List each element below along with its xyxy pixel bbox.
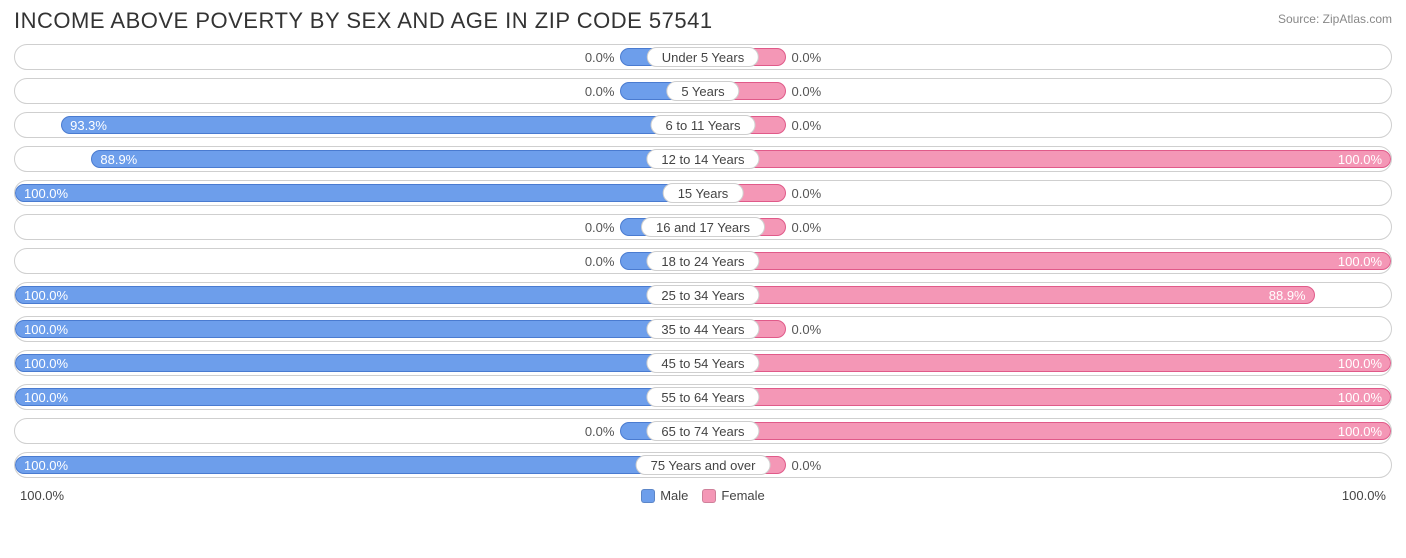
male-value-label: 0.0% (585, 419, 615, 443)
axis-right-label: 100.0% (1342, 488, 1386, 503)
male-value-label: 100.0% (24, 356, 68, 371)
male-bar: 100.0% (15, 320, 703, 338)
chart-row: 100.0% 100.0% 45 to 54 Years (14, 350, 1392, 376)
chart-row: 0.0% 0.0% Under 5 Years (14, 44, 1392, 70)
chart-row: 0.0% 100.0% 65 to 74 Years (14, 418, 1392, 444)
male-value-label: 0.0% (585, 79, 615, 103)
female-value-label: 100.0% (1338, 356, 1382, 371)
male-bar: 100.0% (15, 456, 703, 474)
male-value-label: 0.0% (585, 215, 615, 239)
category-label: 15 Years (663, 183, 744, 203)
chart-row: 93.3% 0.0% 6 to 11 Years (14, 112, 1392, 138)
female-value-label: 0.0% (792, 79, 822, 103)
female-value-label: 0.0% (792, 45, 822, 69)
female-bar: 88.9% (703, 286, 1315, 304)
chart-row: 100.0% 0.0% 75 Years and over (14, 452, 1392, 478)
female-value-label: 0.0% (792, 317, 822, 341)
chart-footer: 100.0% Male Female 100.0% (14, 486, 1392, 503)
male-bar: 100.0% (15, 388, 703, 406)
category-label: 5 Years (666, 81, 739, 101)
female-value-label: 0.0% (792, 113, 822, 137)
female-value-label: 100.0% (1338, 152, 1382, 167)
category-label: 55 to 64 Years (646, 387, 759, 407)
male-value-label: 93.3% (70, 118, 107, 133)
category-label: 12 to 14 Years (646, 149, 759, 169)
male-bar: 100.0% (15, 286, 703, 304)
male-value-label: 100.0% (24, 322, 68, 337)
category-label: 65 to 74 Years (646, 421, 759, 441)
female-bar: 100.0% (703, 388, 1391, 406)
category-label: 25 to 34 Years (646, 285, 759, 305)
female-bar: 100.0% (703, 422, 1391, 440)
male-value-label: 100.0% (24, 288, 68, 303)
male-value-label: 0.0% (585, 249, 615, 273)
male-bar: 88.9% (91, 150, 703, 168)
chart-row: 100.0% 88.9% 25 to 34 Years (14, 282, 1392, 308)
male-value-label: 100.0% (24, 186, 68, 201)
female-swatch-icon (702, 489, 716, 503)
female-bar: 100.0% (703, 354, 1391, 372)
female-bar: 100.0% (703, 150, 1391, 168)
female-value-label: 0.0% (792, 215, 822, 239)
legend-male-label: Male (660, 488, 688, 503)
female-value-label: 100.0% (1338, 390, 1382, 405)
category-label: 35 to 44 Years (646, 319, 759, 339)
female-bar: 100.0% (703, 252, 1391, 270)
category-label: 75 Years and over (636, 455, 771, 475)
male-swatch-icon (641, 489, 655, 503)
category-label: Under 5 Years (647, 47, 759, 67)
male-bar: 93.3% (61, 116, 703, 134)
chart-row: 0.0% 0.0% 16 and 17 Years (14, 214, 1392, 240)
male-bar: 100.0% (15, 354, 703, 372)
male-value-label: 100.0% (24, 390, 68, 405)
chart-row: 88.9% 100.0% 12 to 14 Years (14, 146, 1392, 172)
chart-row: 0.0% 0.0% 5 Years (14, 78, 1392, 104)
female-value-label: 88.9% (1269, 288, 1306, 303)
legend-item-female: Female (702, 488, 764, 503)
legend: Male Female (641, 488, 765, 503)
female-value-label: 0.0% (792, 453, 822, 477)
female-value-label: 0.0% (792, 181, 822, 205)
category-label: 18 to 24 Years (646, 251, 759, 271)
female-value-label: 100.0% (1338, 424, 1382, 439)
diverging-bar-chart: 0.0% 0.0% Under 5 Years 0.0% 0.0% 5 Years 93.3… (14, 44, 1392, 478)
chart-row: 100.0% 0.0% 15 Years (14, 180, 1392, 206)
chart-title: INCOME ABOVE POVERTY BY SEX AND AGE IN Z… (14, 8, 713, 34)
male-value-label: 88.9% (100, 152, 137, 167)
male-bar: 100.0% (15, 184, 703, 202)
chart-row: 0.0% 100.0% 18 to 24 Years (14, 248, 1392, 274)
legend-item-male: Male (641, 488, 688, 503)
chart-header: INCOME ABOVE POVERTY BY SEX AND AGE IN Z… (14, 8, 1392, 34)
male-value-label: 100.0% (24, 458, 68, 473)
chart-row: 100.0% 100.0% 55 to 64 Years (14, 384, 1392, 410)
male-value-label: 0.0% (585, 45, 615, 69)
legend-female-label: Female (721, 488, 764, 503)
chart-row: 100.0% 0.0% 35 to 44 Years (14, 316, 1392, 342)
axis-left-label: 100.0% (20, 488, 64, 503)
category-label: 45 to 54 Years (646, 353, 759, 373)
category-label: 6 to 11 Years (651, 115, 756, 135)
female-value-label: 100.0% (1338, 254, 1382, 269)
category-label: 16 and 17 Years (641, 217, 765, 237)
chart-source: Source: ZipAtlas.com (1278, 8, 1392, 26)
